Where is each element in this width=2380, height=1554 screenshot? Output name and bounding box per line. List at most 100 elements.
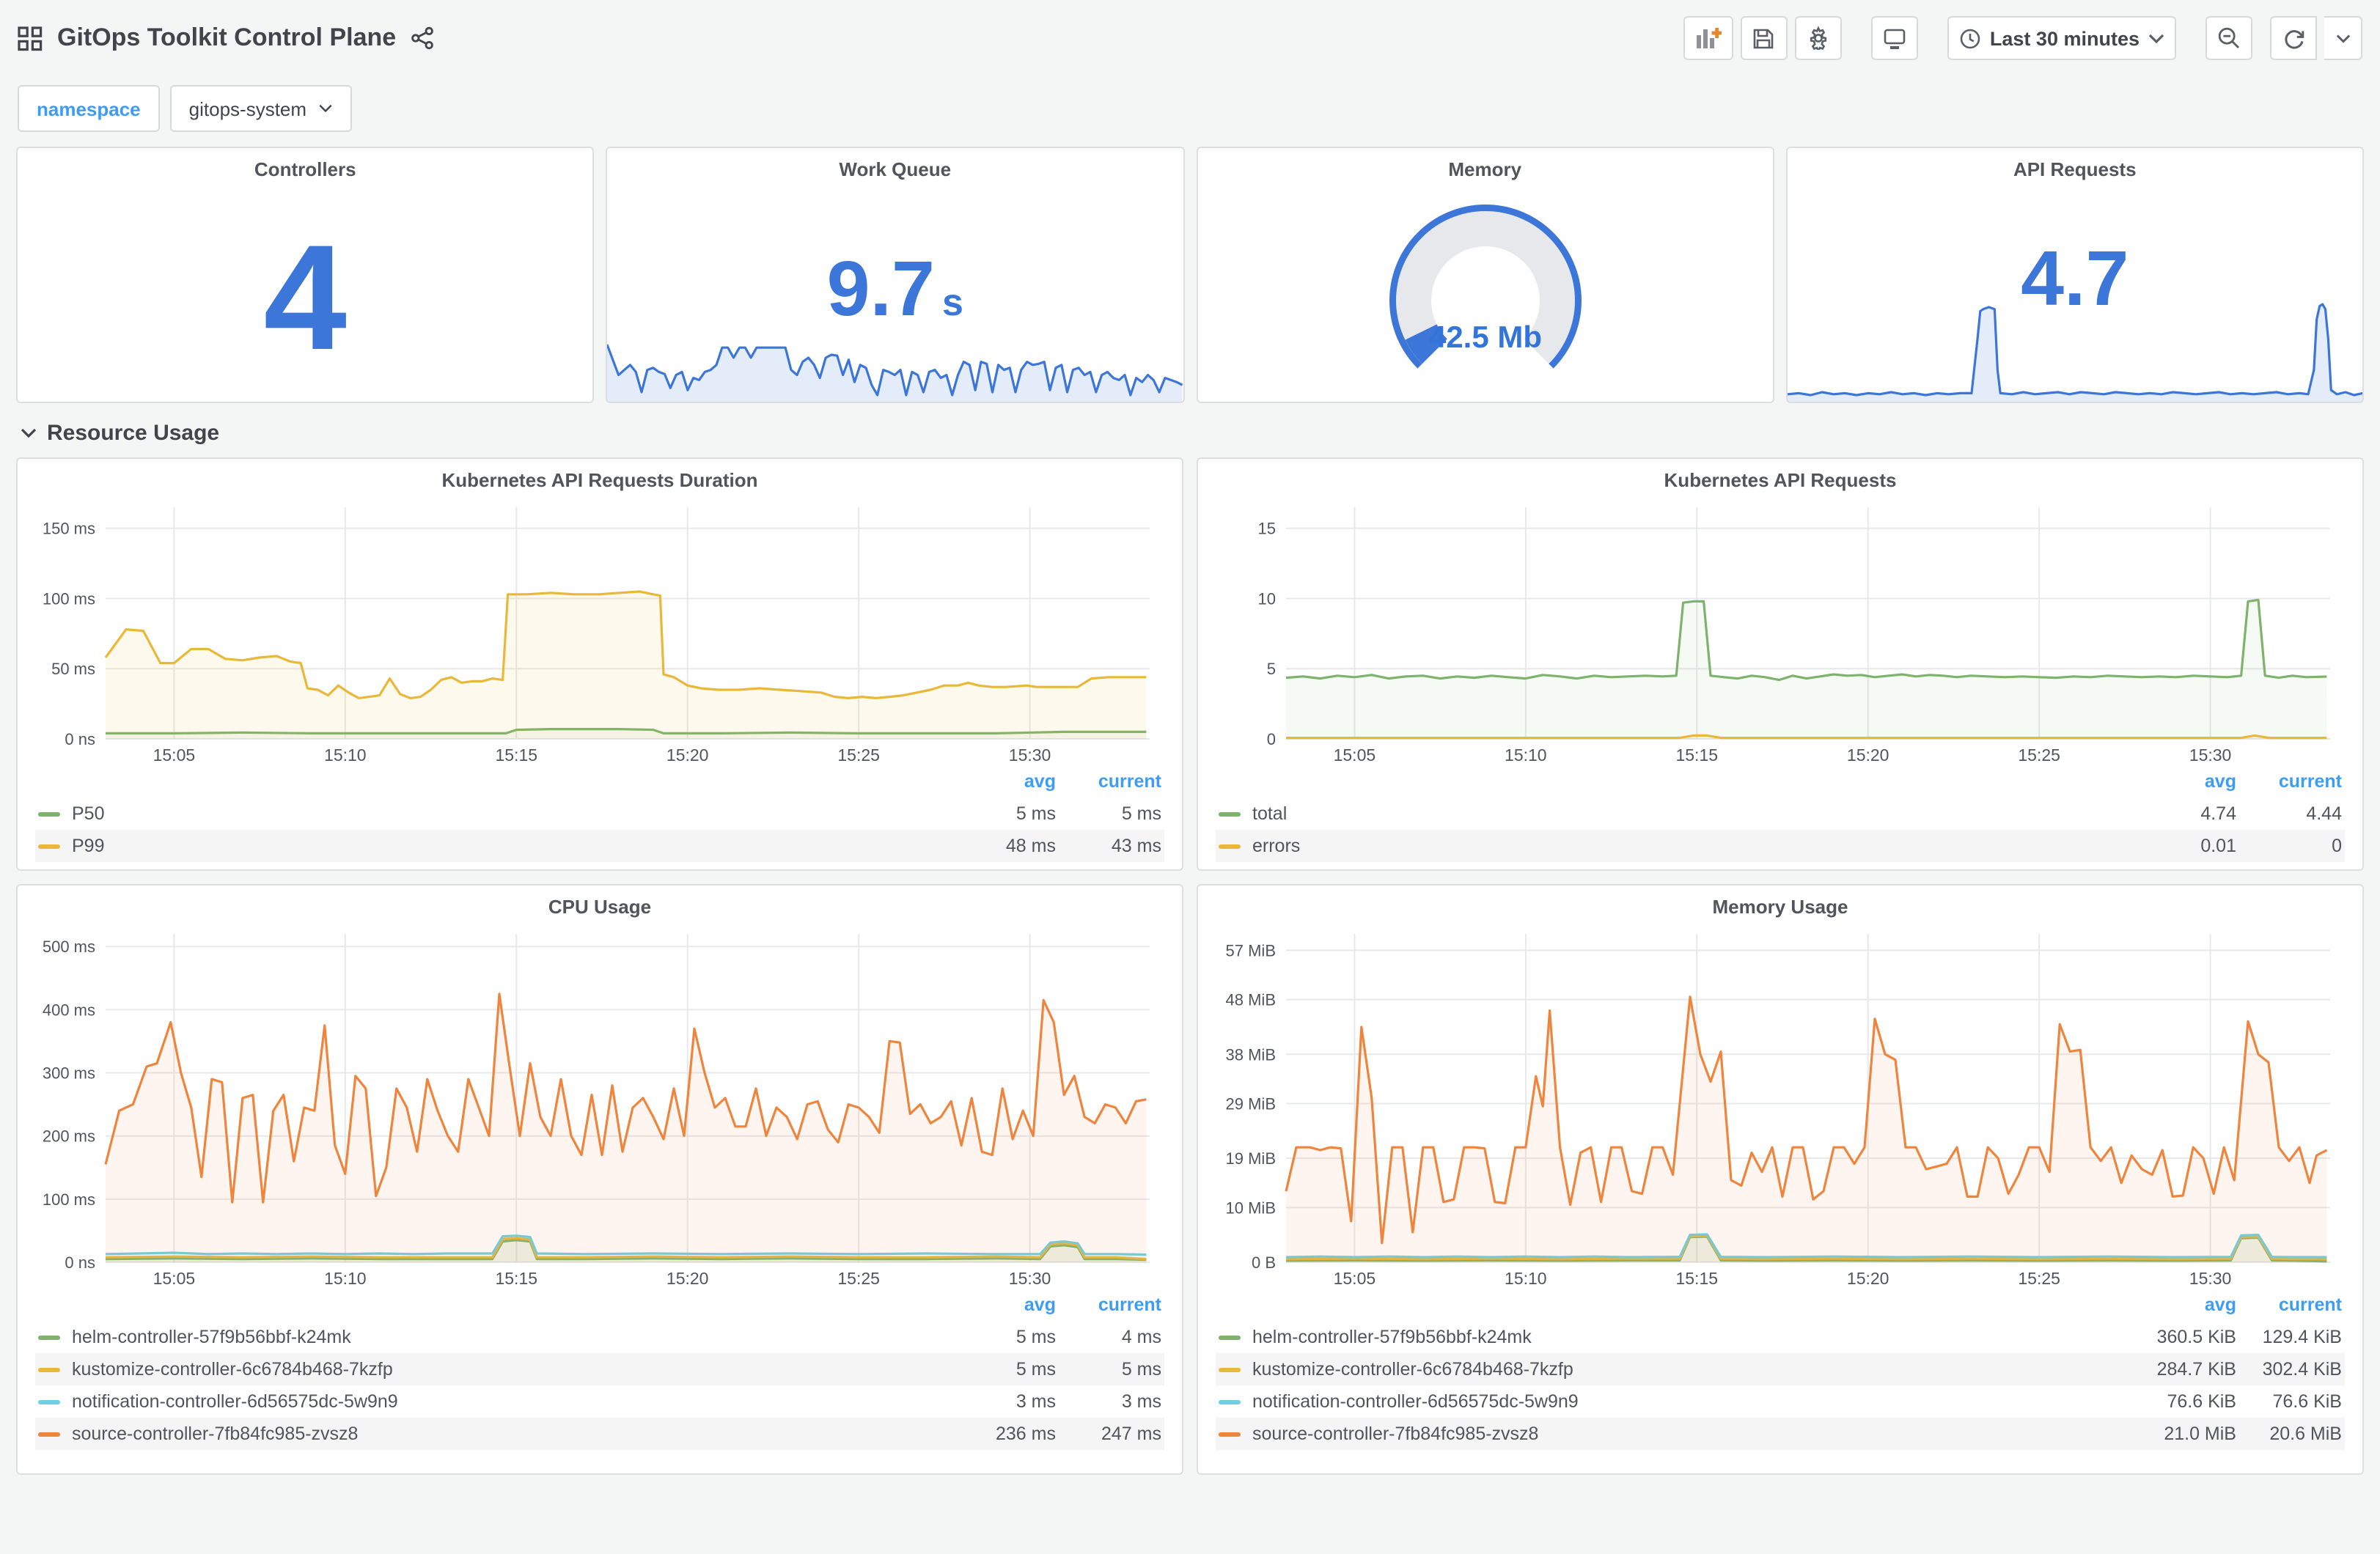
svg-text:15:25: 15:25 bbox=[837, 1269, 880, 1288]
legend-row: source-controller-7fb84fc985-zvsz8 236 ms… bbox=[35, 1418, 1164, 1450]
chevron-down-icon bbox=[2148, 33, 2164, 43]
series-color-dash[interactable] bbox=[1219, 1368, 1241, 1373]
legend-avg-value: 4.74 bbox=[2200, 803, 2236, 824]
timeseries-chart[interactable]: 0 ns 50 ms 100 ms 150 ms 15:05 15:10 15:15 15:2… bbox=[35, 496, 1164, 768]
legend-series-name[interactable]: source-controller-7fb84fc985-zvsz8 bbox=[72, 1424, 359, 1444]
legend-header-current[interactable]: current bbox=[1098, 1295, 1161, 1315]
refresh-button[interactable] bbox=[2270, 16, 2317, 60]
svg-text:0: 0 bbox=[1267, 730, 1276, 748]
settings-button[interactable] bbox=[1794, 16, 1842, 60]
timeseries-chart[interactable]: 0 5 10 15 15:05 15:10 15:15 15:20 15:25 15:30 bbox=[1216, 496, 2345, 768]
svg-text:57 MiB: 57 MiB bbox=[1226, 941, 1276, 960]
legend-series-name[interactable]: notification-controller-6d56575dc-5w9n9 bbox=[1252, 1391, 1579, 1412]
legend-current-value: 4.44 bbox=[2306, 803, 2342, 824]
legend-series-name[interactable]: kustomize-controller-6c6784b468-7kzfp bbox=[1252, 1359, 1573, 1380]
svg-text:400 ms: 400 ms bbox=[43, 1001, 95, 1019]
legend-header-avg[interactable]: avg bbox=[2204, 1295, 2236, 1315]
apps-icon[interactable] bbox=[18, 26, 43, 51]
legend-series-name[interactable]: P50 bbox=[72, 803, 105, 824]
stat-value-work-queue: 9.7 s bbox=[826, 246, 963, 333]
series-color-dash[interactable] bbox=[1219, 844, 1241, 850]
legend-row: helm-controller-57f9b56bbf-k24mk 5 ms 4 ms bbox=[35, 1321, 1164, 1353]
svg-text:19 MiB: 19 MiB bbox=[1226, 1149, 1276, 1168]
series-color-dash[interactable] bbox=[38, 1432, 60, 1437]
gear-icon bbox=[1810, 26, 1827, 50]
panel-title[interactable]: CPU Usage bbox=[548, 896, 652, 918]
legend-series-name[interactable]: helm-controller-57f9b56bbf-k24mk bbox=[1252, 1327, 1532, 1347]
legend-avg-value: 76.6 KiB bbox=[2167, 1391, 2236, 1412]
legend-series-name[interactable]: kustomize-controller-6c6784b468-7kzfp bbox=[72, 1359, 393, 1380]
row-toggle-resource-usage[interactable]: Resource Usage bbox=[0, 403, 2380, 454]
panel-grid: Kubernetes API Requests Duration 0 ns 50 … bbox=[0, 454, 2380, 1475]
page-title: GitOps Toolkit Control Plane bbox=[57, 23, 397, 51]
legend-header-avg[interactable]: avg bbox=[1024, 771, 1056, 792]
svg-text:15:25: 15:25 bbox=[837, 745, 880, 765]
svg-text:29 MiB: 29 MiB bbox=[1226, 1094, 1276, 1113]
chevron-down-icon bbox=[2335, 34, 2350, 43]
svg-text:5: 5 bbox=[1267, 660, 1276, 678]
save-button[interactable] bbox=[1740, 16, 1788, 60]
panel-title[interactable]: API Requests bbox=[2013, 158, 2137, 180]
series-color-dash[interactable] bbox=[38, 844, 60, 850]
tv-mode-button[interactable] bbox=[1870, 16, 1918, 60]
legend-header-avg[interactable]: avg bbox=[1024, 1295, 1056, 1315]
legend-series-name[interactable]: P99 bbox=[72, 836, 105, 856]
refresh-icon bbox=[2284, 29, 2304, 48]
legend-series-name[interactable]: helm-controller-57f9b56bbf-k24mk bbox=[72, 1327, 351, 1347]
stat-row: Controllers 4 Work Queue 9.7 s Memory 42.… bbox=[0, 141, 2380, 403]
stat-value-api-requests: 4.7 bbox=[2021, 236, 2129, 323]
series-color-dash[interactable] bbox=[38, 1368, 60, 1373]
variable-namespace-label[interactable]: namespace bbox=[18, 85, 160, 132]
legend-header-current[interactable]: current bbox=[1098, 771, 1161, 792]
svg-text:38 MiB: 38 MiB bbox=[1226, 1045, 1276, 1064]
legend-header-current[interactable]: current bbox=[2278, 1295, 2342, 1315]
timeseries-chart[interactable]: 0 ns 100 ms 200 ms 300 ms 400 ms 500 ms 15:05 1… bbox=[35, 922, 1164, 1292]
legend-avg-value: 21.0 MiB bbox=[2164, 1424, 2236, 1444]
legend-series-name[interactable]: errors bbox=[1252, 836, 1301, 856]
svg-text:15:05: 15:05 bbox=[1334, 1269, 1376, 1288]
panel-api-requests: API Requests 4.7 bbox=[1785, 147, 2364, 403]
series-color-dash[interactable] bbox=[1219, 1400, 1241, 1405]
panel-title[interactable]: Kubernetes API Requests bbox=[1664, 469, 1897, 491]
svg-text:15:15: 15:15 bbox=[495, 745, 537, 765]
legend-current-value: 5 ms bbox=[1121, 803, 1161, 824]
series-color-dash[interactable] bbox=[1219, 812, 1241, 817]
panel-title[interactable]: Kubernetes API Requests Duration bbox=[441, 469, 758, 491]
svg-text:15:20: 15:20 bbox=[666, 745, 709, 765]
series-color-dash[interactable] bbox=[38, 1336, 60, 1341]
clock-icon bbox=[1960, 28, 1980, 48]
time-range-button[interactable]: Last 30 minutes bbox=[1947, 16, 2176, 60]
legend-header-avg[interactable]: avg bbox=[2204, 771, 2236, 792]
legend-header-current[interactable]: current bbox=[2278, 771, 2342, 792]
svg-text:300 ms: 300 ms bbox=[43, 1064, 95, 1083]
add-panel-button[interactable] bbox=[1683, 16, 1733, 60]
svg-text:10 MiB: 10 MiB bbox=[1226, 1198, 1276, 1217]
svg-text:50 ms: 50 ms bbox=[51, 660, 95, 678]
row-title: Resource Usage bbox=[47, 421, 220, 446]
panel-title[interactable]: Memory bbox=[1448, 158, 1522, 180]
series-color-dash[interactable] bbox=[38, 812, 60, 817]
series-color-dash[interactable] bbox=[1219, 1336, 1241, 1341]
legend-series-name[interactable]: source-controller-7fb84fc985-zvsz8 bbox=[1252, 1424, 1539, 1444]
refresh-interval-button[interactable] bbox=[2324, 16, 2362, 60]
svg-text:15:30: 15:30 bbox=[2189, 1269, 2232, 1288]
panel-title[interactable]: Work Queue bbox=[839, 158, 952, 180]
svg-text:200 ms: 200 ms bbox=[43, 1127, 95, 1146]
variable-namespace-select[interactable]: gitops-system bbox=[169, 85, 353, 132]
series-color-dash[interactable] bbox=[1219, 1432, 1241, 1437]
zoom-out-button[interactable] bbox=[2205, 16, 2252, 60]
timeseries-chart[interactable]: 0 B 10 MiB 19 MiB 29 MiB 38 MiB 48 MiB 57 MiB 1… bbox=[1216, 922, 2345, 1292]
legend-series-name[interactable]: notification-controller-6d56575dc-5w9n9 bbox=[72, 1391, 398, 1412]
legend: avg current helm-controller-57f9b56bbf-k2… bbox=[1198, 1292, 2362, 1459]
legend-series-name[interactable]: total bbox=[1252, 803, 1288, 824]
svg-text:15:05: 15:05 bbox=[153, 745, 196, 765]
svg-text:15:10: 15:10 bbox=[1505, 745, 1547, 765]
share-icon[interactable] bbox=[411, 26, 434, 50]
panel-title[interactable]: Memory Usage bbox=[1712, 896, 1848, 918]
panel-title[interactable]: Controllers bbox=[254, 158, 356, 180]
legend-avg-value: 3 ms bbox=[1015, 1391, 1056, 1412]
svg-text:15:25: 15:25 bbox=[2018, 745, 2060, 765]
work-queue-sparkline bbox=[607, 344, 1183, 402]
legend-avg-value: 284.7 KiB bbox=[2156, 1359, 2236, 1380]
series-color-dash[interactable] bbox=[38, 1400, 60, 1405]
